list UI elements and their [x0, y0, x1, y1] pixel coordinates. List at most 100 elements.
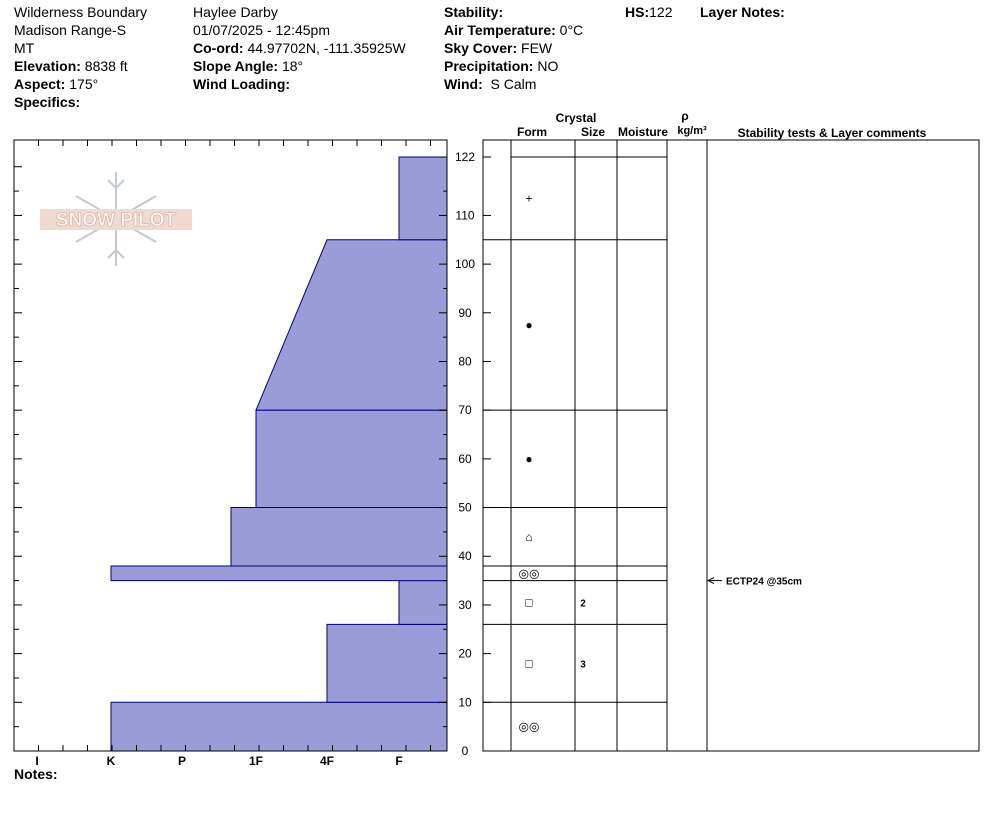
- wind: Wind: S Calm: [444, 75, 536, 93]
- hardness-axis: I K P 1F 4F F: [35, 754, 402, 768]
- coordinates: Co-ord: 44.97702N, -111.35925W: [193, 39, 406, 57]
- layer-table-frame: [482, 139, 980, 752]
- location-name: Wilderness Boundary: [14, 4, 148, 20]
- grain-form-symbol: ●: [525, 318, 532, 332]
- hs-label: HS:: [625, 4, 650, 20]
- height-tick-label: 90: [458, 306, 472, 320]
- hardness-tick-label: K: [107, 754, 116, 768]
- precip-value: NO: [537, 58, 559, 74]
- frame-ticks: [13, 140, 431, 751]
- stability-test-label: ECTP24 @35cm: [726, 577, 802, 588]
- layer-boundaries: [483, 156, 667, 703]
- height-tick-label: 20: [458, 647, 472, 661]
- observer-name: Haylee Darby: [193, 4, 278, 20]
- precipitation: Precipitation: NO: [444, 57, 558, 75]
- logo-text: SNOW PILOT: [56, 210, 177, 231]
- height-tick-label: 10: [458, 695, 472, 709]
- wind-label: Wind:: [444, 76, 483, 92]
- stability-arrow-head: [706, 577, 715, 585]
- hardness-layer: [255, 409, 448, 509]
- height-tick-label: 0: [462, 744, 469, 758]
- height-tick-label: 122: [455, 150, 475, 164]
- hardness-layer: [230, 507, 448, 567]
- aspect-value: 175°: [69, 76, 99, 92]
- stability-tests: ECTP24 @35cm: [706, 577, 802, 588]
- elevation-value: 8838 ft: [84, 58, 128, 74]
- aspect: Aspect: 175°: [14, 75, 98, 93]
- height-tick-label: 30: [458, 598, 472, 612]
- grain-form-symbol: +: [525, 191, 532, 205]
- grain-form-symbol: □: [525, 596, 532, 610]
- observation-datetime: 01/07/2025 - 12:45pm: [193, 22, 330, 38]
- snow-height: HS:122: [625, 3, 672, 21]
- air-temp-label: Air Temperature:: [444, 22, 556, 38]
- layer-notes: Layer Notes:: [700, 3, 785, 21]
- height-tick-label: 70: [458, 403, 472, 417]
- form-header: Form: [517, 125, 547, 139]
- stability-comments-header: Stability tests & Layer comments: [738, 126, 927, 140]
- crystal-header: Crystal: [556, 111, 597, 125]
- grain-size: 2: [580, 599, 586, 610]
- elevation: Elevation: 8838 ft: [14, 57, 128, 75]
- coord-label: Co-ord:: [193, 40, 244, 56]
- range-name: Madison Range-S: [14, 22, 127, 38]
- hardness-layer: [398, 156, 448, 241]
- grain-form-symbol: ●: [525, 452, 532, 466]
- size-header: Size: [581, 125, 605, 139]
- notes: Notes:: [14, 765, 58, 783]
- stability: Stability:: [444, 3, 503, 21]
- grain-form-symbol: ◎◎: [519, 566, 540, 580]
- sky-value: FEW: [521, 40, 553, 56]
- stability-label: Stability:: [444, 4, 504, 20]
- hardness-tick-label: 1F: [249, 754, 263, 768]
- hardness-profile: [110, 156, 448, 752]
- notes-label: Notes:: [14, 766, 58, 782]
- hardness-tick-label: I: [35, 754, 38, 768]
- wind-loading: Wind Loading:: [193, 75, 290, 93]
- air-temperature: Air Temperature: 0°C: [444, 21, 583, 39]
- aspect-label: Aspect:: [14, 76, 66, 92]
- hardness-tick-label: F: [395, 754, 402, 768]
- grain-form-symbol: ◎◎: [519, 720, 540, 734]
- layer-notes-label: Layer Notes:: [700, 4, 785, 20]
- hardness-layer: [110, 701, 448, 752]
- wind-loading-label: Wind Loading:: [193, 76, 291, 92]
- height-axis: 0 10 20 30 40 50 60 70 80 90 100 110 122: [439, 150, 491, 758]
- hardness-layer: [326, 623, 448, 703]
- precip-label: Precipitation:: [444, 58, 534, 74]
- grain-form-symbol: □: [525, 656, 532, 670]
- hardness-tick-label: P: [178, 754, 186, 768]
- state-name: MT: [14, 40, 35, 56]
- hardness-layer: [255, 239, 448, 411]
- grain-form-symbol: ⌂: [525, 530, 532, 544]
- sky-label: Sky Cover:: [444, 40, 518, 56]
- air-temp-value: 0°C: [559, 22, 584, 38]
- layer-symbols: ◎◎ □ 3 □ 2 ◎◎ ⌂ ● ● +: [519, 191, 587, 733]
- snowpilot-logo: SNOW PILOT: [40, 172, 192, 266]
- moisture-header: Moisture: [618, 125, 668, 139]
- hardness-layer: [110, 565, 448, 582]
- slope-value: 18°: [281, 58, 304, 74]
- layer-table: ◎◎ □ 3 □ 2 ◎◎ ⌂ ● ● + ECTP24 @35cm: [482, 139, 980, 752]
- height-tick-label: 50: [458, 501, 472, 515]
- hardness-layer: [398, 580, 448, 625]
- density-rho-header: ρ: [681, 109, 688, 123]
- density-unit-header: kg/m³: [677, 125, 707, 137]
- height-tick-label: 100: [455, 257, 475, 271]
- coord-value: 44.97702N, -111.35925W: [247, 40, 406, 56]
- hs-value: 122: [649, 4, 673, 20]
- slope-angle: Slope Angle: 18°: [193, 57, 303, 75]
- elevation-label: Elevation:: [14, 58, 81, 74]
- logo-band: [40, 209, 192, 230]
- specifics: Specifics:: [14, 93, 80, 111]
- specifics-label: Specifics:: [14, 94, 81, 110]
- hardness-panel-frame: [13, 139, 448, 752]
- height-tick-label: 110: [455, 208, 474, 222]
- hardness-tick-label: 4F: [320, 754, 334, 768]
- slope-label: Slope Angle:: [193, 58, 279, 74]
- grain-size: 3: [580, 659, 586, 670]
- height-tick-label: 40: [458, 549, 472, 563]
- height-tick-label: 80: [458, 354, 472, 368]
- wind-value: S Calm: [490, 76, 537, 92]
